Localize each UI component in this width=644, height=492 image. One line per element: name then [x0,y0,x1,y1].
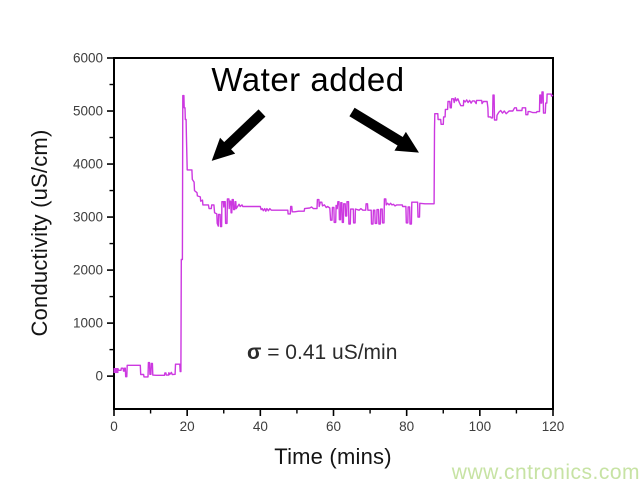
sigma-rate-annotation: σ = 0.41 uS/min [247,341,397,365]
y-axis-title: Conductivity (uS/cm) [27,129,52,337]
x-tick-label: 40 [253,419,268,434]
y-tick-label: 1000 [73,316,103,331]
conductivity-line [113,91,554,378]
y-tick-label: 5000 [73,104,103,119]
x-tick-label: 20 [180,419,195,434]
water-added-arrow-left [211,109,266,161]
sigma-value-text: = 0.41 uS/min [261,341,398,364]
y-tick-label: 0 [95,369,103,384]
sigma-symbol: σ [247,341,262,364]
x-tick-label: 60 [326,419,341,434]
x-tick-label: 0 [110,419,118,434]
x-tick-label: 80 [399,419,414,434]
y-tick-label: 6000 [73,51,103,66]
y-tick-label: 3000 [73,210,103,225]
x-axis-title: Time (mins) [274,444,392,469]
y-tick-label: 4000 [73,157,103,172]
water-added-arrow-right [349,107,419,153]
y-tick-label: 2000 [73,263,103,278]
x-tick-label: 120 [542,419,565,434]
x-tick-label: 100 [469,419,492,434]
watermark-text: www.cntronics.com [451,461,640,484]
water-added-annotation: Water added [211,61,405,98]
trace-start-marker [113,368,119,374]
